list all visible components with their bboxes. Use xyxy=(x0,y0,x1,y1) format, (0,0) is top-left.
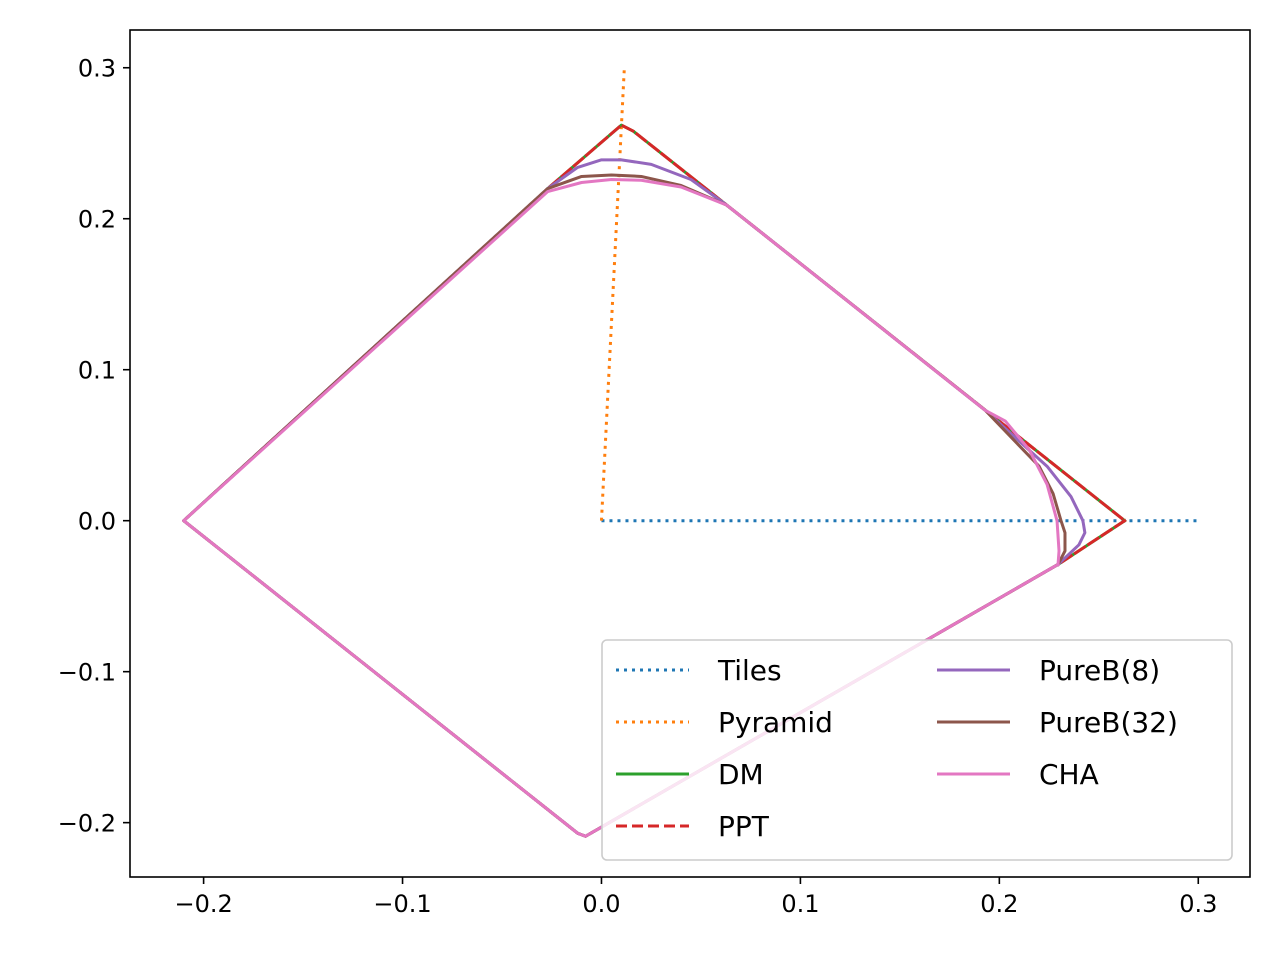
legend-box xyxy=(601,639,1233,861)
x-tick-label: 0.1 xyxy=(781,890,819,918)
series-line-pyramid xyxy=(599,67,626,521)
legend-label-cha: CHA xyxy=(1039,758,1099,791)
x-tick-label: 0.0 xyxy=(582,890,620,918)
y-tick-label: 0.1 xyxy=(78,357,116,385)
y-tick-label: 0.0 xyxy=(78,508,116,536)
y-tick-label: 0.3 xyxy=(78,55,116,83)
y-axis: −0.2 −0.1 0.0 0.1 0.2 0.3 xyxy=(58,55,130,838)
legend-label-ppt: PPT xyxy=(718,810,770,843)
legend-label-tiles: Tiles xyxy=(717,654,782,687)
legend-label-pureb-8: PureB(8) xyxy=(1039,654,1160,687)
series-line-cha xyxy=(182,177,1061,838)
x-tick-label: 0.3 xyxy=(1179,890,1217,918)
legend-label-pureb-32: PureB(32) xyxy=(1039,706,1178,739)
y-tick-label: 0.2 xyxy=(78,206,116,234)
x-tick-label: 0.2 xyxy=(980,890,1018,918)
x-axis: −0.2 −0.1 0.0 0.1 0.2 0.3 xyxy=(174,877,1217,918)
legend-label-pyramid: Pyramid xyxy=(718,706,833,739)
plot-frame xyxy=(129,29,1251,878)
x-tick-label: −0.2 xyxy=(174,890,232,918)
legend: Tiles Pyramid DM PPT PureB(8) PureB(32) CHA xyxy=(601,639,1233,861)
legend-label-dm: DM xyxy=(718,758,764,791)
y-tick-label: −0.2 xyxy=(58,810,116,838)
x-tick-label: −0.1 xyxy=(373,890,431,918)
y-tick-label: −0.1 xyxy=(58,659,116,687)
